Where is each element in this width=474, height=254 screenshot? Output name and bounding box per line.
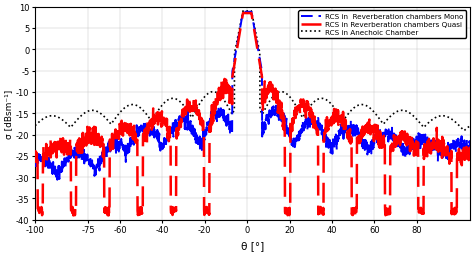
RCS in  Reverberation chambers Mono — [467, 152, 473, 155]
RCS in Reverberation chambers Quasi — [244, 12, 250, 15]
Legend: RCS in  Reverberation chambers Mono, RCS in Reverberation chambers Quasi, RCS in: RCS in Reverberation chambers Mono, RCS … — [298, 11, 466, 39]
Line: RCS in  Reverberation chambers Mono: RCS in Reverberation chambers Mono — [35, 13, 470, 180]
RCS in Anechoic Chamber — [32, 125, 38, 128]
RCS in Anechoic Chamber — [455, 123, 460, 126]
RCS in Reverberation chambers Quasi — [32, 155, 38, 158]
RCS in Anechoic Chamber — [467, 125, 473, 128]
X-axis label: θ [°]: θ [°] — [241, 240, 264, 250]
RCS in  Reverberation chambers Mono — [32, 154, 38, 157]
RCS in Anechoic Chamber — [461, 130, 467, 133]
RCS in  Reverberation chambers Mono — [55, 179, 60, 182]
RCS in Reverberation chambers Quasi — [240, 12, 246, 15]
RCS in  Reverberation chambers Mono — [55, 176, 60, 179]
Y-axis label: σ [dBsm⁻¹]: σ [dBsm⁻¹] — [4, 89, 13, 138]
RCS in  Reverberation chambers Mono — [232, 55, 238, 58]
RCS in Reverberation chambers Quasi — [375, 135, 381, 138]
RCS in  Reverberation chambers Mono — [455, 148, 460, 151]
RCS in Anechoic Chamber — [455, 123, 460, 126]
RCS in Anechoic Chamber — [55, 116, 60, 119]
RCS in  Reverberation chambers Mono — [244, 11, 250, 14]
RCS in Reverberation chambers Quasi — [71, 214, 76, 217]
RCS in Anechoic Chamber — [244, 10, 249, 13]
RCS in Anechoic Chamber — [232, 50, 238, 53]
RCS in Anechoic Chamber — [240, 10, 246, 13]
Line: RCS in Anechoic Chamber: RCS in Anechoic Chamber — [35, 12, 470, 131]
RCS in Reverberation chambers Quasi — [455, 159, 460, 162]
RCS in Anechoic Chamber — [375, 115, 381, 118]
RCS in Reverberation chambers Quasi — [55, 146, 60, 149]
RCS in  Reverberation chambers Mono — [375, 139, 381, 142]
RCS in Reverberation chambers Quasi — [467, 154, 473, 157]
Line: RCS in Reverberation chambers Quasi: RCS in Reverberation chambers Quasi — [35, 14, 470, 216]
RCS in Reverberation chambers Quasi — [232, 59, 238, 62]
RCS in  Reverberation chambers Mono — [455, 148, 461, 151]
RCS in  Reverberation chambers Mono — [240, 11, 246, 14]
RCS in Reverberation chambers Quasi — [455, 158, 461, 161]
